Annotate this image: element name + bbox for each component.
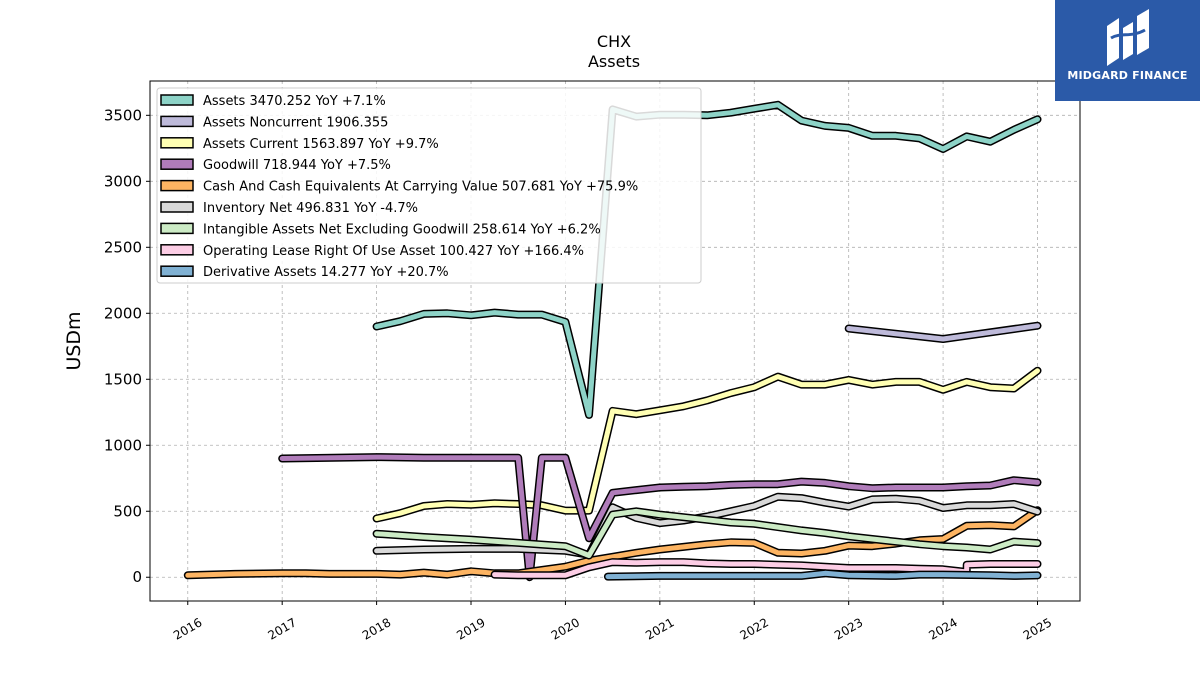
- x-tick-label: 2021: [643, 615, 676, 642]
- y-tick-label: 2000: [104, 304, 142, 322]
- y-axis-label: USDm: [63, 311, 85, 370]
- legend-label: Goodwill 718.944 YoY +7.5%: [203, 158, 391, 173]
- legend-swatch: [160, 115, 194, 128]
- series-line: [374, 102, 1040, 418]
- x-tick-label: 2018: [360, 615, 393, 642]
- chart-title: CHX: [597, 32, 631, 51]
- series-line: [374, 508, 1040, 558]
- series-1: [844, 321, 1042, 343]
- legend-label: Intangible Assets Net Excluding Goodwill…: [203, 222, 601, 237]
- midgard-finance-logo: MIDGARD FINANCE: [1055, 0, 1200, 101]
- legend-swatch: [160, 222, 194, 235]
- series-0: [372, 100, 1042, 419]
- legend-item: Assets Noncurrent 1906.355: [160, 115, 388, 130]
- x-tick-label: 2017: [265, 615, 298, 642]
- series-line: [279, 454, 1040, 580]
- legend-swatch: [160, 94, 194, 106]
- legend-label: Assets Noncurrent 1906.355: [203, 115, 388, 130]
- chart-subtitle: Assets: [588, 52, 640, 71]
- x-tick-label: 2022: [738, 615, 771, 642]
- x-tick-label: 2016: [171, 615, 204, 642]
- legend-swatch: [160, 201, 194, 213]
- legend-label: Operating Lease Right Of Use Asset 100.4…: [203, 244, 584, 259]
- series-6: [372, 507, 1042, 560]
- plot-frame: [149, 80, 1081, 602]
- legend-item: Inventory Net 496.831 YoY -4.7%: [160, 201, 418, 216]
- legend-item: Assets 3470.252 YoY +7.1%: [160, 94, 386, 109]
- logo-text: MIDGARD FINANCE: [1067, 69, 1188, 82]
- legend: Assets 3470.252 YoY +7.1% Assets Noncurre…: [156, 87, 702, 284]
- legend-swatch: [160, 137, 194, 149]
- logo-mark-icon: [1107, 9, 1149, 66]
- series-line: [605, 570, 1040, 580]
- series-line: [374, 368, 1040, 521]
- x-tick-label: 2025: [1021, 615, 1054, 642]
- legend-item: Assets Current 1563.897 YoY +9.7%: [160, 137, 439, 152]
- series-line-outline: [372, 366, 1042, 523]
- y-tick-label: 3000: [104, 172, 142, 190]
- legend-item: Goodwill 718.944 YoY +7.5%: [160, 158, 391, 173]
- x-tick-label: 2019: [454, 615, 487, 642]
- legend-label: Cash And Cash Equivalents At Carrying Va…: [203, 180, 638, 195]
- legend-swatch: [160, 265, 194, 277]
- legend-item: Derivative Assets 14.277 YoY +20.7%: [160, 265, 449, 280]
- series-3: [278, 453, 1042, 582]
- series-8: [603, 569, 1042, 581]
- legend-swatch: [160, 244, 194, 256]
- legend-frame: [156, 87, 702, 284]
- x-tick-label: 2023: [832, 615, 865, 642]
- y-tick-label: 500: [113, 502, 142, 520]
- legend-label: Derivative Assets 14.277 YoY +20.7%: [203, 265, 449, 280]
- legend-item: Cash And Cash Equivalents At Carrying Va…: [160, 179, 638, 195]
- x-tick-label: 2020: [549, 615, 582, 642]
- y-tick-label: 1000: [104, 436, 142, 454]
- legend-item: Intangible Assets Net Excluding Goodwill…: [160, 222, 601, 237]
- legend-label: Assets Current 1563.897 YoY +9.7%: [203, 137, 439, 152]
- legend-label: Assets 3470.252 YoY +7.1%: [203, 94, 386, 109]
- series-line: [374, 494, 1040, 558]
- legend-item: Operating Lease Right Of Use Asset 100.4…: [160, 244, 584, 259]
- series-line: [846, 323, 1040, 342]
- legend-swatch: [160, 158, 194, 170]
- x-tick-label: 2024: [926, 615, 959, 642]
- series-5: [372, 492, 1042, 559]
- y-tick-label: 3500: [104, 106, 142, 124]
- series-layer: [183, 100, 1042, 582]
- y-tick-label: 1500: [104, 370, 142, 388]
- y-tick-label: 0: [132, 568, 142, 586]
- y-tick-label: 2500: [104, 238, 142, 256]
- legend-label: Inventory Net 496.831 YoY -4.7%: [203, 201, 418, 216]
- legend-swatch: [160, 179, 194, 192]
- series-2: [372, 366, 1042, 523]
